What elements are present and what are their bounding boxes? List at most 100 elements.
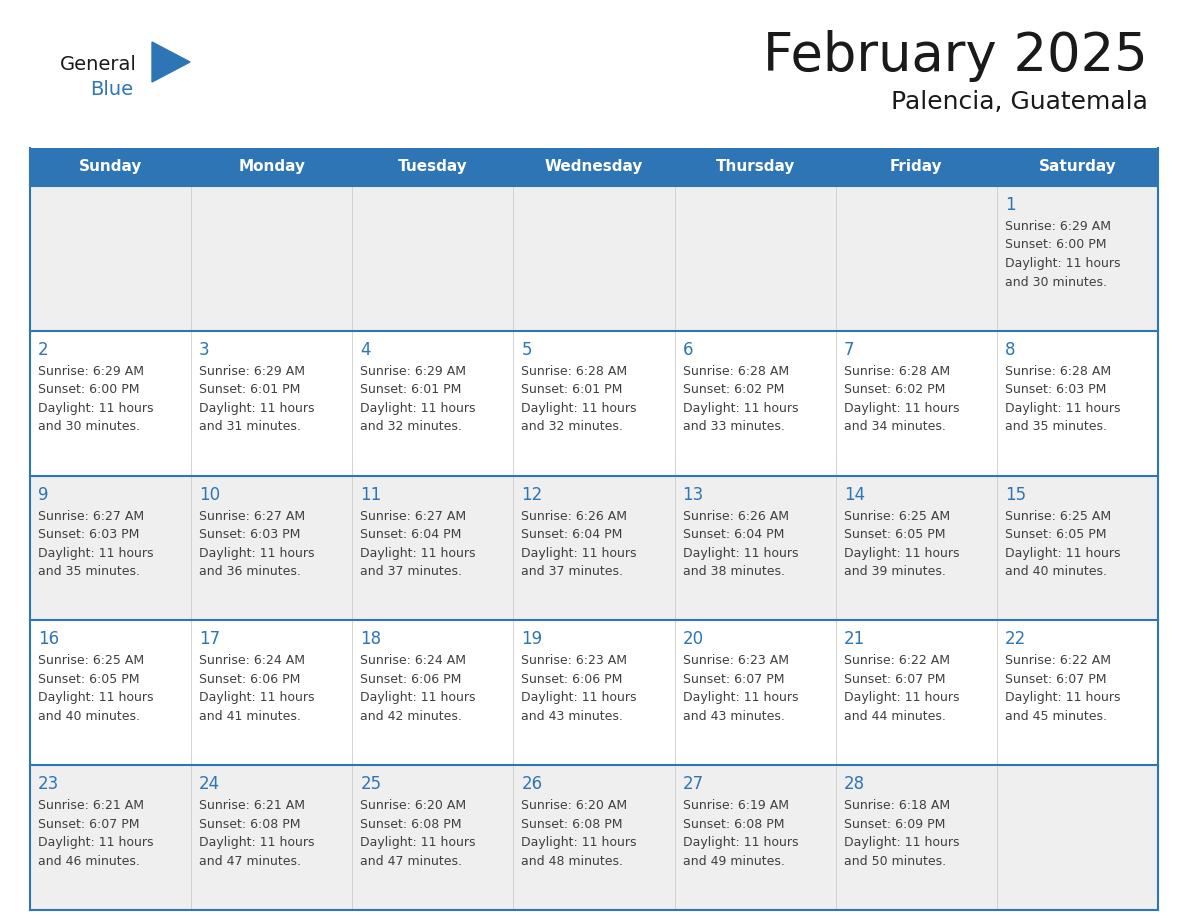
Bar: [513, 148, 675, 186]
Text: Daylight: 11 hours: Daylight: 11 hours: [200, 402, 315, 415]
Text: Sunset: 6:05 PM: Sunset: 6:05 PM: [843, 528, 946, 541]
Text: 21: 21: [843, 631, 865, 648]
Text: Daylight: 11 hours: Daylight: 11 hours: [200, 546, 315, 560]
Text: 15: 15: [1005, 486, 1026, 504]
Text: Daylight: 11 hours: Daylight: 11 hours: [38, 546, 153, 560]
Text: Sunset: 6:06 PM: Sunset: 6:06 PM: [200, 673, 301, 686]
Text: and 38 minutes.: and 38 minutes.: [683, 565, 784, 578]
Bar: [191, 148, 353, 186]
Text: Blue: Blue: [90, 80, 133, 99]
Text: Tuesday: Tuesday: [398, 160, 468, 174]
Text: Thursday: Thursday: [715, 160, 795, 174]
Polygon shape: [152, 42, 190, 82]
Text: Sunrise: 6:29 AM: Sunrise: 6:29 AM: [1005, 220, 1111, 233]
Text: 24: 24: [200, 775, 220, 793]
Bar: [675, 148, 835, 186]
Text: and 39 minutes.: and 39 minutes.: [843, 565, 946, 578]
Text: Daylight: 11 hours: Daylight: 11 hours: [522, 691, 637, 704]
Text: Sunset: 6:01 PM: Sunset: 6:01 PM: [360, 384, 462, 397]
Text: 13: 13: [683, 486, 703, 504]
Text: Daylight: 11 hours: Daylight: 11 hours: [360, 402, 475, 415]
Text: Daylight: 11 hours: Daylight: 11 hours: [200, 836, 315, 849]
Bar: [30, 330, 1158, 476]
Text: Sunset: 6:04 PM: Sunset: 6:04 PM: [360, 528, 462, 541]
Bar: [30, 476, 1158, 621]
Bar: [30, 186, 1158, 330]
Text: Daylight: 11 hours: Daylight: 11 hours: [360, 546, 475, 560]
Text: 5: 5: [522, 341, 532, 359]
Text: and 33 minutes.: and 33 minutes.: [683, 420, 784, 433]
Text: Daylight: 11 hours: Daylight: 11 hours: [683, 402, 798, 415]
Text: and 50 minutes.: and 50 minutes.: [843, 855, 946, 868]
Text: and 40 minutes.: and 40 minutes.: [38, 710, 140, 722]
Text: and 44 minutes.: and 44 minutes.: [843, 710, 946, 722]
Text: and 36 minutes.: and 36 minutes.: [200, 565, 301, 578]
Text: Sunrise: 6:20 AM: Sunrise: 6:20 AM: [522, 800, 627, 812]
Text: 14: 14: [843, 486, 865, 504]
Text: Sunrise: 6:20 AM: Sunrise: 6:20 AM: [360, 800, 467, 812]
Text: 4: 4: [360, 341, 371, 359]
Text: Sunset: 6:05 PM: Sunset: 6:05 PM: [38, 673, 139, 686]
Text: Daylight: 11 hours: Daylight: 11 hours: [38, 402, 153, 415]
Text: 11: 11: [360, 486, 381, 504]
Text: Sunrise: 6:29 AM: Sunrise: 6:29 AM: [360, 364, 466, 378]
Text: and 49 minutes.: and 49 minutes.: [683, 855, 784, 868]
Text: Sunset: 6:08 PM: Sunset: 6:08 PM: [200, 818, 301, 831]
Text: Sunrise: 6:24 AM: Sunrise: 6:24 AM: [200, 655, 305, 667]
Text: Sunrise: 6:26 AM: Sunrise: 6:26 AM: [522, 509, 627, 522]
Text: Daylight: 11 hours: Daylight: 11 hours: [683, 836, 798, 849]
Text: Sunrise: 6:23 AM: Sunrise: 6:23 AM: [522, 655, 627, 667]
Text: Daylight: 11 hours: Daylight: 11 hours: [522, 402, 637, 415]
Text: Sunrise: 6:25 AM: Sunrise: 6:25 AM: [843, 509, 950, 522]
Text: Sunset: 6:09 PM: Sunset: 6:09 PM: [843, 818, 946, 831]
Text: and 32 minutes.: and 32 minutes.: [522, 420, 624, 433]
Text: 3: 3: [200, 341, 210, 359]
Text: Daylight: 11 hours: Daylight: 11 hours: [1005, 546, 1120, 560]
Text: Sunset: 6:07 PM: Sunset: 6:07 PM: [843, 673, 946, 686]
Text: Sunrise: 6:27 AM: Sunrise: 6:27 AM: [360, 509, 467, 522]
Text: Sunset: 6:08 PM: Sunset: 6:08 PM: [683, 818, 784, 831]
Text: Daylight: 11 hours: Daylight: 11 hours: [683, 691, 798, 704]
Text: Sunset: 6:05 PM: Sunset: 6:05 PM: [1005, 528, 1106, 541]
Text: 19: 19: [522, 631, 543, 648]
Text: and 34 minutes.: and 34 minutes.: [843, 420, 946, 433]
Text: and 43 minutes.: and 43 minutes.: [683, 710, 784, 722]
Text: Sunset: 6:06 PM: Sunset: 6:06 PM: [522, 673, 623, 686]
Text: Sunset: 6:07 PM: Sunset: 6:07 PM: [683, 673, 784, 686]
Text: 26: 26: [522, 775, 543, 793]
Text: and 42 minutes.: and 42 minutes.: [360, 710, 462, 722]
Text: Sunset: 6:04 PM: Sunset: 6:04 PM: [522, 528, 623, 541]
Text: and 46 minutes.: and 46 minutes.: [38, 855, 140, 868]
Text: and 40 minutes.: and 40 minutes.: [1005, 565, 1107, 578]
Text: Sunrise: 6:29 AM: Sunrise: 6:29 AM: [200, 364, 305, 378]
Text: and 31 minutes.: and 31 minutes.: [200, 420, 301, 433]
Bar: [30, 148, 191, 186]
Text: Daylight: 11 hours: Daylight: 11 hours: [683, 546, 798, 560]
Text: Sunrise: 6:27 AM: Sunrise: 6:27 AM: [38, 509, 144, 522]
Bar: [835, 148, 997, 186]
Text: and 32 minutes.: and 32 minutes.: [360, 420, 462, 433]
Text: Daylight: 11 hours: Daylight: 11 hours: [38, 836, 153, 849]
Text: Daylight: 11 hours: Daylight: 11 hours: [1005, 691, 1120, 704]
Text: and 35 minutes.: and 35 minutes.: [1005, 420, 1107, 433]
Text: Daylight: 11 hours: Daylight: 11 hours: [522, 836, 637, 849]
Text: February 2025: February 2025: [763, 30, 1148, 82]
Text: and 45 minutes.: and 45 minutes.: [1005, 710, 1107, 722]
Text: Sunrise: 6:23 AM: Sunrise: 6:23 AM: [683, 655, 789, 667]
Text: 7: 7: [843, 341, 854, 359]
Text: 27: 27: [683, 775, 703, 793]
Text: 17: 17: [200, 631, 220, 648]
Text: 1: 1: [1005, 196, 1016, 214]
Text: and 37 minutes.: and 37 minutes.: [360, 565, 462, 578]
Text: 20: 20: [683, 631, 703, 648]
Text: Sunrise: 6:28 AM: Sunrise: 6:28 AM: [683, 364, 789, 378]
Text: Saturday: Saturday: [1038, 160, 1117, 174]
Bar: [353, 148, 513, 186]
Text: Sunset: 6:02 PM: Sunset: 6:02 PM: [843, 384, 946, 397]
Text: Sunday: Sunday: [78, 160, 143, 174]
Text: and 41 minutes.: and 41 minutes.: [200, 710, 301, 722]
Text: Daylight: 11 hours: Daylight: 11 hours: [1005, 402, 1120, 415]
Text: Daylight: 11 hours: Daylight: 11 hours: [200, 691, 315, 704]
Text: 9: 9: [38, 486, 49, 504]
Text: Daylight: 11 hours: Daylight: 11 hours: [1005, 257, 1120, 270]
